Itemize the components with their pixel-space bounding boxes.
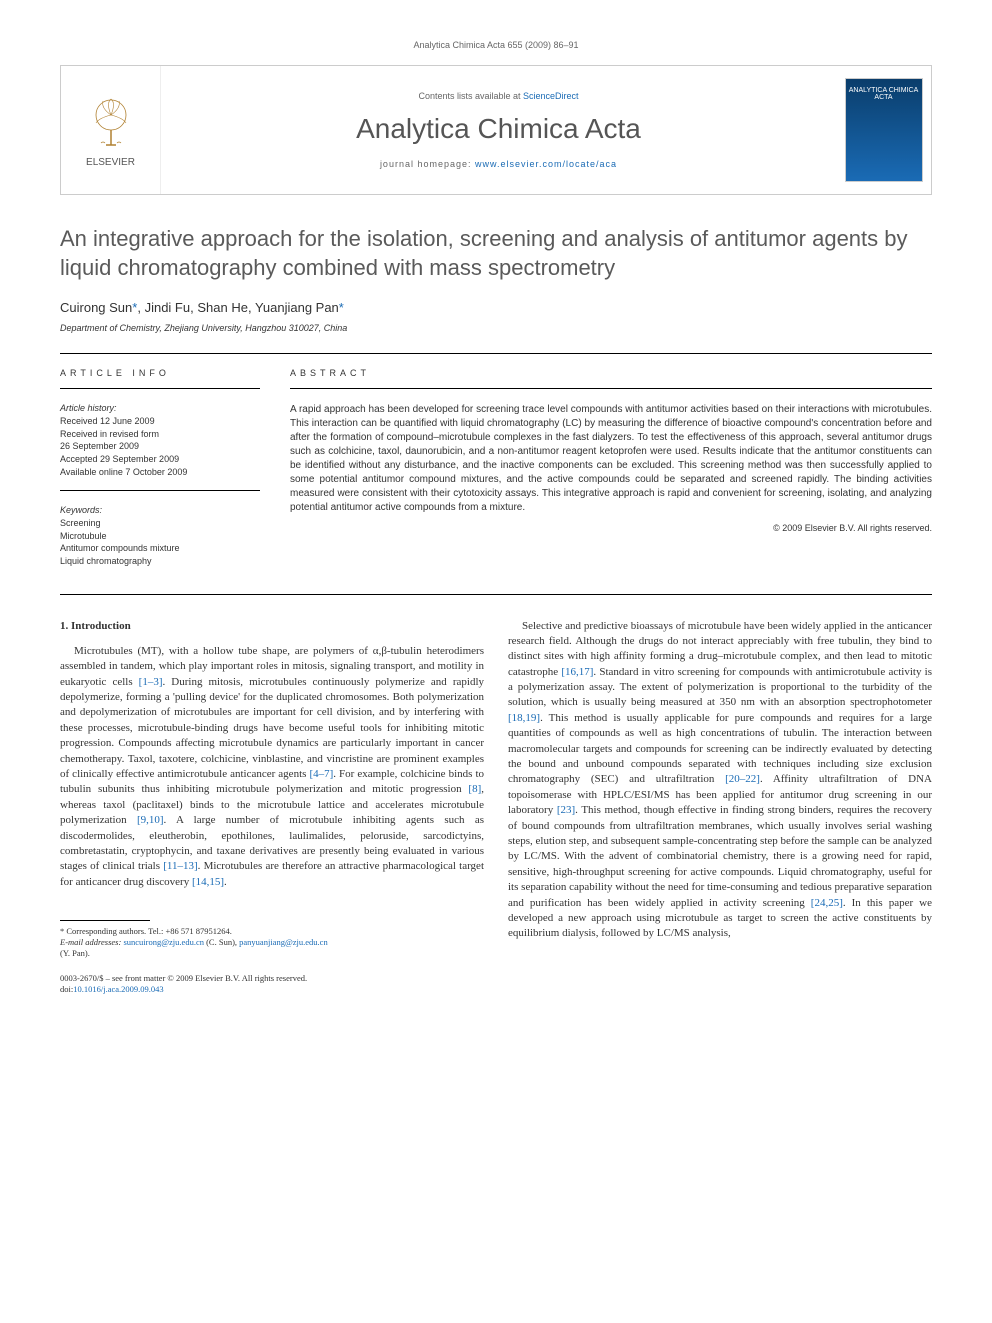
doi-prefix: doi: [60,984,73,994]
intro-paragraph-right: Selective and predictive bioassays of mi… [508,619,932,942]
citation-link[interactable]: [8] [468,783,481,795]
abstract-text: A rapid approach has been developed for … [290,403,932,515]
article-history-block: Article history: Received 12 June 2009 R… [60,403,260,478]
author-0: Cuirong Sun [60,300,132,315]
keywords-block: Keywords: Screening Microtubule Antitumo… [60,505,260,567]
doi-line: doi:10.1016/j.aca.2009.09.043 [60,984,932,995]
history-head: Article history: [60,403,260,413]
citation-link[interactable]: [11–13] [163,860,197,872]
rule-above-info [60,353,932,354]
citation-link[interactable]: [16,17] [561,666,593,678]
article-info-label: ARTICLE INFO [60,368,260,378]
doi-link[interactable]: 10.1016/j.aca.2009.09.043 [73,984,163,994]
body-left-column: 1. Introduction Microtubules (MT), with … [60,619,484,960]
homepage-line: journal homepage: www.elsevier.com/locat… [380,159,617,169]
article-title: An integrative approach for the isolatio… [60,225,932,282]
authors-line: Cuirong Sun*, Jindi Fu, Shan He, Yuanjia… [60,300,932,315]
homepage-prefix: journal homepage: [380,159,475,169]
history-2: 26 September 2009 [60,440,260,453]
citation-link[interactable]: [24,25] [811,897,843,909]
publisher-label: ELSEVIER [86,157,135,168]
banner-center: Contents lists available at ScienceDirec… [161,66,836,194]
corr-tel: * Corresponding authors. Tel.: +86 571 8… [60,926,484,937]
email-link-2[interactable]: panyuanjiang@zju.edu.cn [239,937,328,947]
citation-link[interactable]: [1–3] [139,676,163,688]
keyword-2: Antitumor compounds mixture [60,542,260,555]
history-0: Received 12 June 2009 [60,415,260,428]
corr-mark-0: * [132,300,137,315]
keyword-3: Liquid chromatography [60,555,260,568]
elsevier-tree-icon [81,93,141,153]
citation-link[interactable]: [18,19] [508,712,540,724]
citation-link[interactable]: [4–7] [309,768,333,780]
history-1: Received in revised form [60,428,260,441]
banner-right: ANALYTICA CHIMICA ACTA [836,66,931,194]
citation-link[interactable]: [23] [557,804,575,816]
intro-paragraph-left: Microtubules (MT), with a hollow tube sh… [60,644,484,890]
history-4: Available online 7 October 2009 [60,466,260,479]
citation-link[interactable]: [14,15] [192,876,224,888]
journal-name: Analytica Chimica Acta [356,113,641,145]
citation-link[interactable]: [9,10] [137,814,164,826]
author-1: Jindi Fu [145,300,191,315]
rule-under-info-label [60,388,260,389]
author-2: Shan He [197,300,248,315]
abstract-column: ABSTRACT A rapid approach has been devel… [290,368,932,579]
corresponding-footnote: * Corresponding authors. Tel.: +86 571 8… [60,926,484,959]
homepage-link[interactable]: www.elsevier.com/locate/aca [475,159,617,169]
history-3: Accepted 29 September 2009 [60,453,260,466]
info-abstract-row: ARTICLE INFO Article history: Received 1… [60,368,932,579]
citation-link[interactable]: [20–22] [725,773,760,785]
cover-thumb-title: ANALYTICA CHIMICA ACTA [846,87,922,101]
abstract-copyright: © 2009 Elsevier B.V. All rights reserved… [290,523,932,533]
keyword-1: Microtubule [60,530,260,543]
contents-prefix: Contents lists available at [418,91,523,101]
keyword-0: Screening [60,517,260,530]
email-link-1[interactable]: suncuirong@zju.edu.cn [123,937,204,947]
keywords-head: Keywords: [60,505,260,515]
journal-cover-thumb: ANALYTICA CHIMICA ACTA [845,78,923,182]
body-right-column: Selective and predictive bioassays of mi… [508,619,932,960]
email-label: E-mail addresses: [60,937,121,947]
contents-available-line: Contents lists available at ScienceDirec… [418,91,578,101]
author-3: Yuanjiang Pan [255,300,339,315]
email-person-2: (Y. Pan). [60,948,484,959]
footer-block: 0003-2670/$ – see front matter © 2009 El… [60,973,932,995]
running-header: Analytica Chimica Acta 655 (2009) 86–91 [60,40,932,50]
email-person-1: (C. Sun), [206,937,237,947]
affiliation: Department of Chemistry, Zhejiang Univer… [60,323,932,333]
body-columns: 1. Introduction Microtubules (MT), with … [60,619,932,960]
rule-between-history-keywords [60,490,260,491]
sciencedirect-link[interactable]: ScienceDirect [523,91,579,101]
journal-banner: ELSEVIER Contents lists available at Sci… [60,65,932,195]
publisher-logo-block: ELSEVIER [61,66,161,194]
rule-below-abstract [60,594,932,595]
rule-under-abstract-label [290,388,932,389]
issn-line: 0003-2670/$ – see front matter © 2009 El… [60,973,932,984]
introduction-heading: 1. Introduction [60,619,484,634]
footnote-rule [60,920,150,921]
corr-emails: E-mail addresses: suncuirong@zju.edu.cn … [60,937,484,948]
article-info-column: ARTICLE INFO Article history: Received 1… [60,368,260,579]
abstract-label: ABSTRACT [290,368,932,378]
corr-mark-1: * [339,300,344,315]
